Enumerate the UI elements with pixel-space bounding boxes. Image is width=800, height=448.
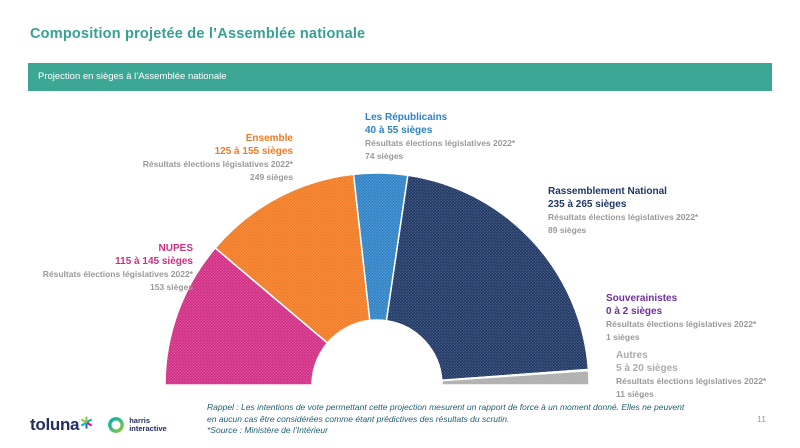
label-block-autres: Autres 5 à 20 sièges Résultats élections…	[616, 350, 766, 400]
section-banner: Projection en sièges à l’Assemblée natio…	[28, 63, 772, 91]
party-name: Autres	[616, 350, 648, 361]
result-seats: 249 sièges	[249, 171, 293, 182]
party-name: Ensemble	[245, 133, 293, 144]
segment-texture-nupes	[165, 247, 328, 385]
disclaimer-line1: Rappel : Les intentions de vote permetta…	[207, 402, 685, 412]
party-seat-range: 5 à 20 sièges	[616, 362, 678, 374]
result-label: Résultats élections législatives 2022*	[142, 159, 293, 169]
segment-texture-autres	[441, 370, 589, 385]
result-label: Résultats élections législatives 2022*	[365, 138, 516, 148]
label-block-rassemblement-national: Rassemblement National 235 à 265 sièges …	[548, 186, 698, 236]
harris-interactive-logo: harris interactive	[107, 416, 167, 434]
party-name: NUPES	[158, 243, 193, 254]
harris-wordmark: harris interactive	[129, 416, 167, 433]
disclaimer-text: Rappel : Les intentions de vote permetta…	[207, 402, 727, 437]
label-block-souverainistes: Souverainistes 0 à 2 sièges Résultats él…	[606, 293, 756, 343]
party-seat-range: 0 à 2 sièges	[606, 305, 663, 317]
disclaimer-line2: en aucun cas être considérées comme étan…	[207, 413, 510, 424]
segment-texture-rassemblement-national	[386, 175, 589, 381]
page-title: Composition projetée de l’Assemblée nati…	[30, 26, 366, 42]
toluna-asterisk-icon	[81, 415, 93, 429]
result-seats: 89 sièges	[548, 224, 587, 235]
party-name: Rassemblement National	[548, 186, 667, 197]
result-label: Résultats élections législatives 2022*	[616, 376, 767, 386]
segment-texture-les-republicains	[353, 173, 408, 321]
party-seat-range: 115 à 145 sièges	[115, 255, 193, 267]
harris-ring-icon	[108, 417, 125, 433]
party-seat-range: 235 à 265 sièges	[548, 198, 627, 210]
source-note: *Source : Ministère de l’Intérieur	[207, 425, 328, 435]
party-name: Souverainistes	[606, 293, 678, 304]
toluna-logo: toluna	[30, 415, 80, 434]
result-seats: 1 sièges	[606, 331, 640, 342]
result-label: Résultats élections législatives 2022*	[42, 269, 193, 279]
label-block-ensemble: Ensemble 125 à 155 sièges Résultats élec…	[143, 133, 293, 183]
label-block-les-republicains: Les Républicains 40 à 55 sièges Résultat…	[365, 112, 515, 162]
party-seat-range: 40 à 55 sièges	[365, 124, 433, 136]
logo-bar: toluna harris	[30, 410, 167, 440]
segment-texture-ensemble	[215, 174, 370, 343]
hemicycle-chart	[164, 172, 590, 386]
party-name: Les Républicains	[365, 112, 448, 123]
party-seat-range: 125 à 155 sièges	[214, 145, 293, 157]
result-label: Résultats élections législatives 2022*	[606, 319, 757, 329]
result-seats: 153 sièges	[149, 281, 193, 292]
label-block-nupes: NUPES 115 à 145 sièges Résultats électio…	[43, 243, 193, 293]
result-label: Résultats élections législatives 2022*	[548, 212, 699, 222]
result-seats: 11 sièges	[616, 388, 654, 399]
page-number: 11	[757, 414, 766, 424]
result-seats: 74 sièges	[365, 150, 404, 161]
